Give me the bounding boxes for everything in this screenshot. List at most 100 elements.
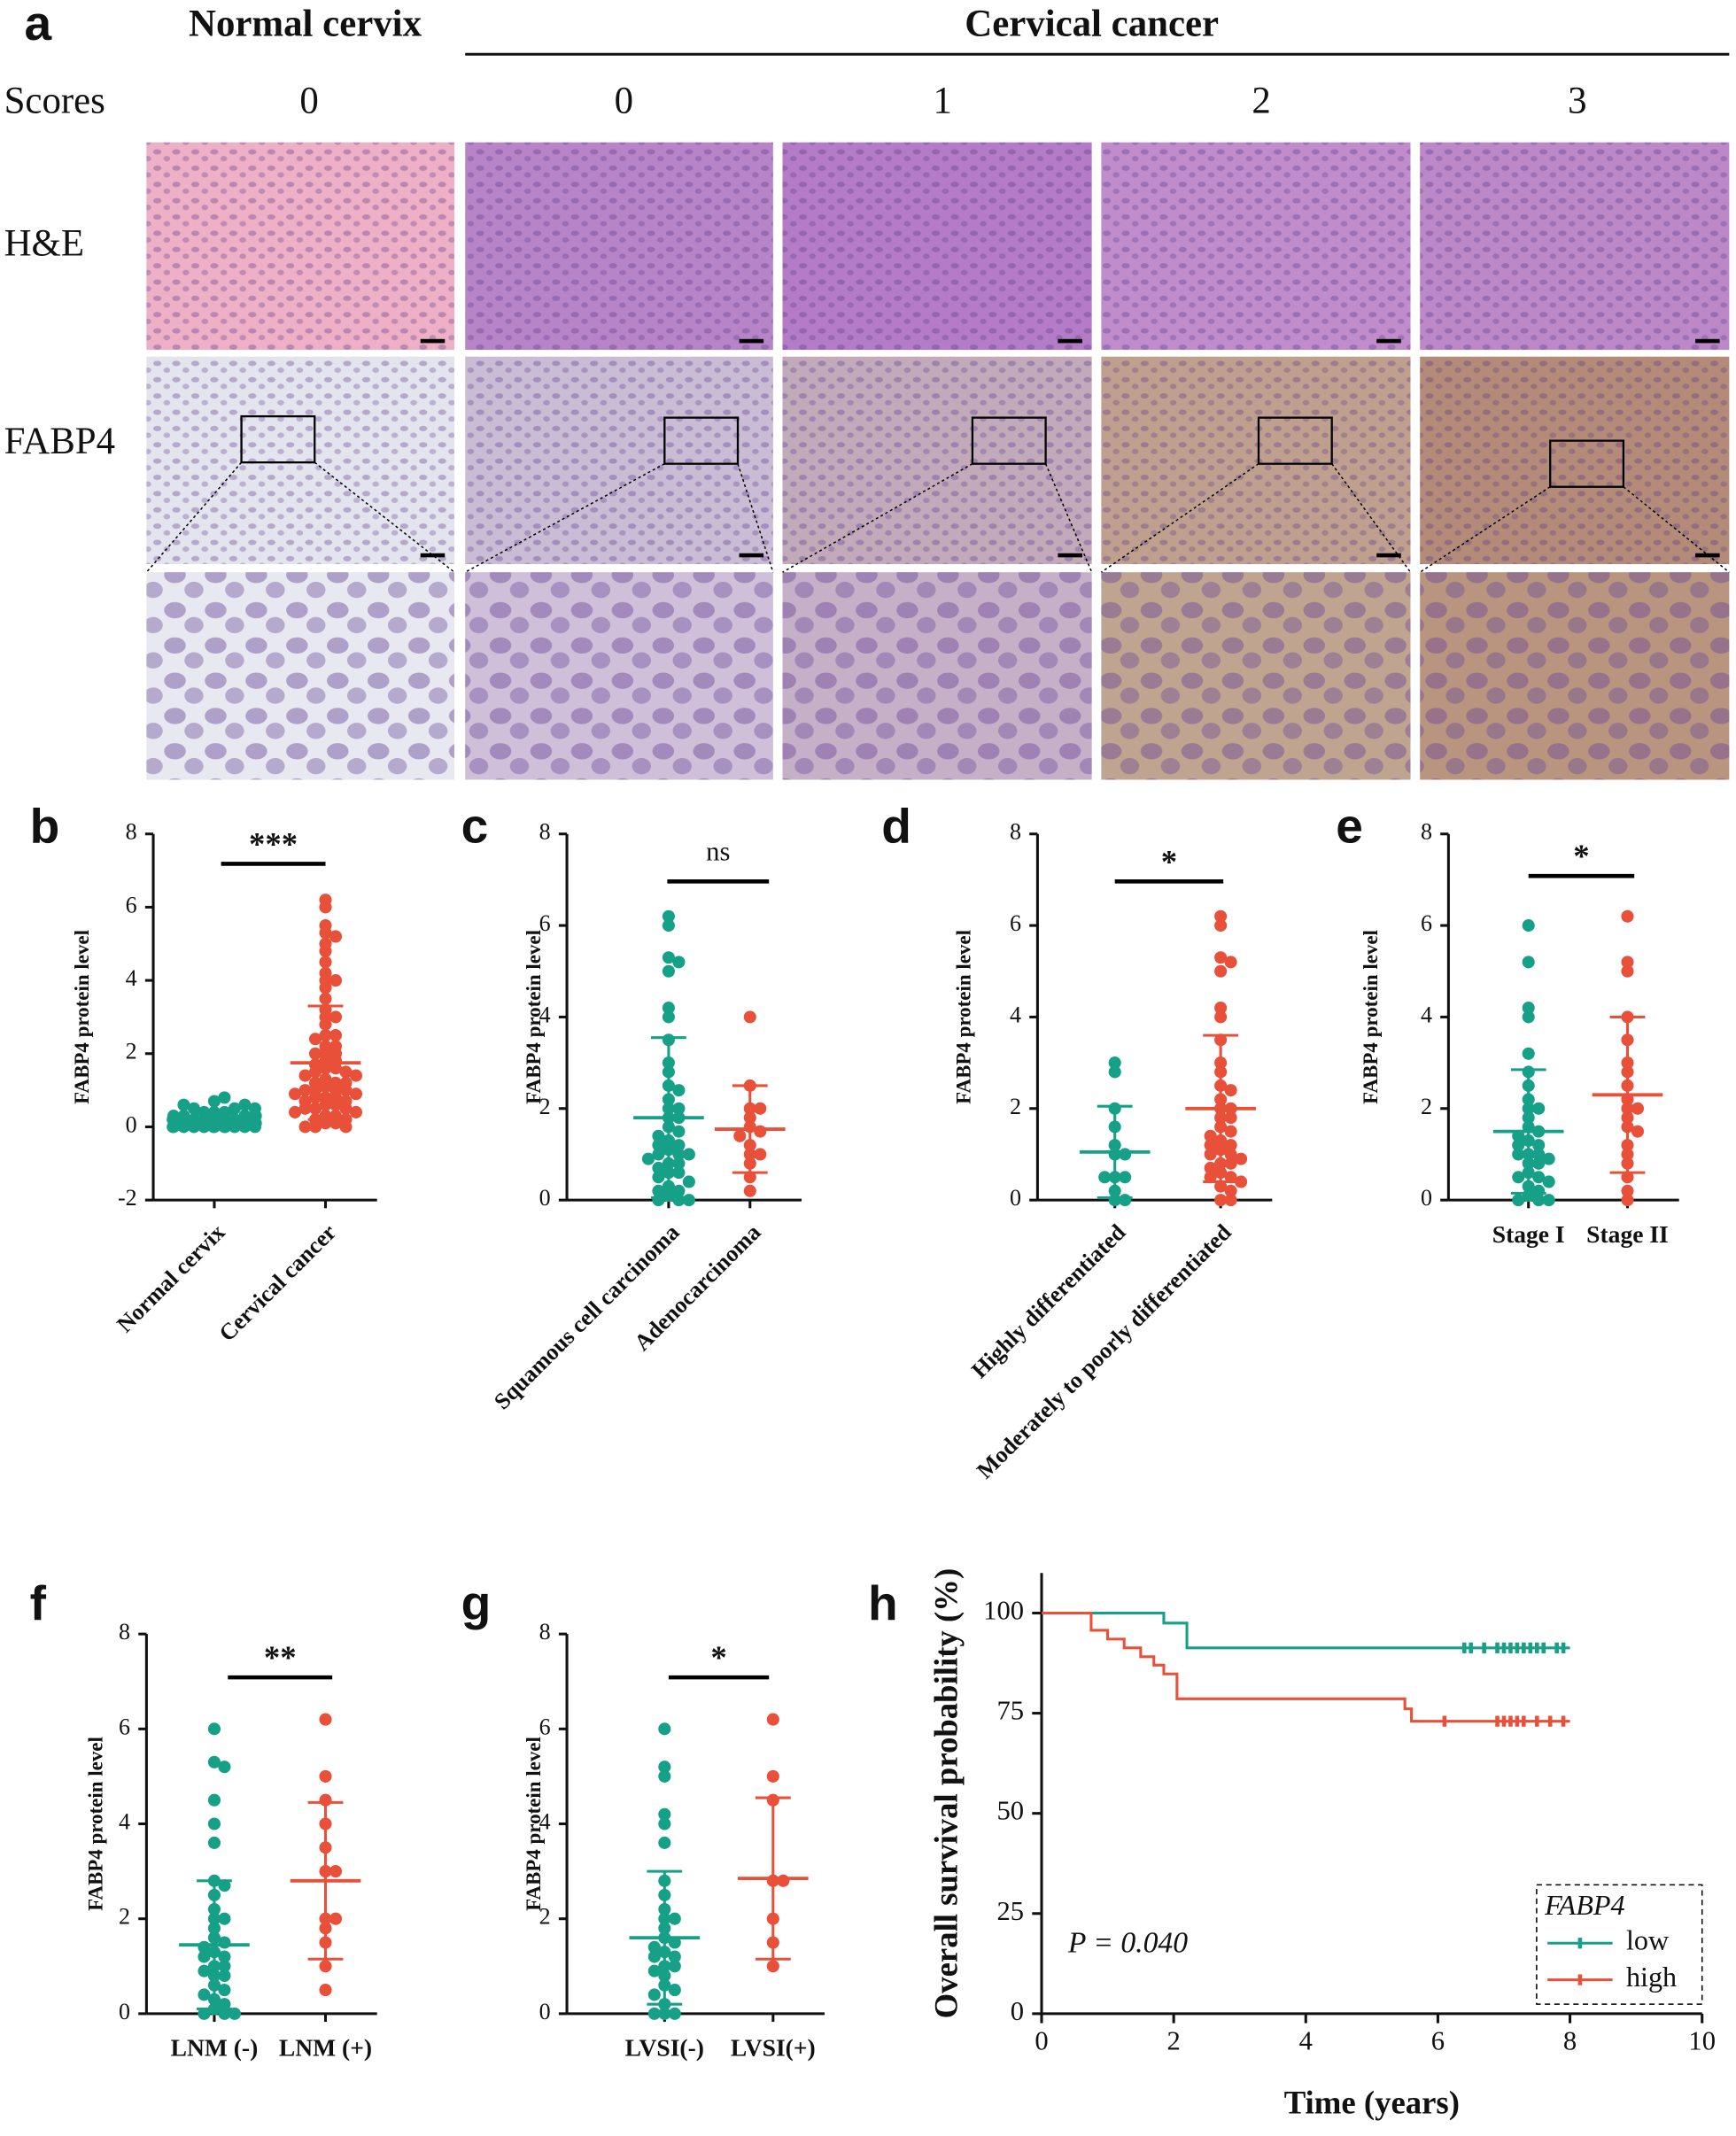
data-point — [207, 1755, 221, 1768]
data-point — [1532, 1194, 1546, 1207]
histology-texture — [782, 572, 1092, 780]
data-point — [319, 901, 332, 914]
scale-bar — [1058, 553, 1082, 558]
data-point — [319, 992, 332, 1005]
significance-label: * — [1161, 843, 1177, 879]
data-point — [658, 1722, 671, 1736]
y-axis-label: FABP4 protein level — [523, 1737, 545, 1911]
x-axis-label: Time (years) — [1284, 2084, 1460, 2120]
significance-label: ** — [264, 1639, 297, 1676]
data-point — [298, 1102, 312, 1115]
scale-bar — [1695, 338, 1720, 344]
data-point — [1522, 919, 1535, 933]
data-point — [647, 2007, 661, 2020]
significance-label: * — [1573, 838, 1589, 874]
legend-label: high — [1626, 1961, 1677, 1993]
y-tick-label: 6 — [1421, 910, 1432, 936]
data-point — [1119, 1148, 1132, 1161]
data-point — [349, 1105, 363, 1118]
data-point — [238, 1110, 252, 1123]
y-tick-label: 100 — [983, 1596, 1024, 1626]
data-point — [1621, 1184, 1634, 1197]
data-point — [1512, 1148, 1525, 1161]
data-point — [672, 1102, 686, 1115]
data-point — [1542, 1152, 1555, 1165]
data-point — [1224, 1111, 1237, 1125]
y-tick-label: 6 — [119, 1714, 130, 1739]
data-point — [329, 1912, 343, 1925]
data-point — [298, 1084, 312, 1097]
panel-letter: h — [868, 1575, 898, 1630]
data-point — [187, 1102, 201, 1115]
survival-curve — [1041, 1611, 1570, 1723]
x-tick-label: LNM (+) — [279, 2034, 372, 2062]
data-point — [167, 1113, 180, 1126]
group-header: Cervical cancer — [965, 3, 1219, 44]
zoom-line — [1331, 463, 1412, 573]
data-point — [339, 1102, 353, 1115]
y-tick-label: 8 — [119, 1619, 130, 1645]
data-point — [1119, 1194, 1132, 1207]
data-point — [652, 1184, 665, 1197]
data-point — [754, 1102, 767, 1115]
panel-letter: d — [881, 799, 911, 854]
y-tick-label: 0 — [119, 1999, 130, 2024]
panel-letter: c — [461, 799, 489, 854]
y-tick-label: 0 — [126, 1111, 137, 1137]
data-point — [662, 1002, 675, 1015]
scale-bar — [1058, 338, 1082, 344]
data-point — [1235, 1175, 1248, 1188]
zoom-line — [782, 463, 973, 573]
y-tick-label: 0 — [1011, 1996, 1024, 2026]
data-point — [218, 2007, 231, 2020]
scale-bar — [1376, 338, 1401, 344]
data-point — [1621, 1194, 1634, 1207]
data-point — [339, 1084, 353, 1097]
score: 0 — [615, 81, 633, 122]
data-point — [672, 1148, 686, 1161]
data-point — [1098, 1171, 1112, 1184]
data-point — [1621, 956, 1634, 969]
significance-label: * — [710, 1639, 726, 1676]
data-point — [1108, 1065, 1121, 1079]
y-tick-label: 6 — [126, 892, 137, 917]
data-point — [177, 1098, 190, 1111]
data-point — [658, 1761, 671, 1774]
data-point — [1224, 1139, 1237, 1152]
data-point — [1522, 1002, 1535, 1015]
data-point — [662, 909, 675, 923]
data-point — [319, 981, 332, 994]
data-point — [329, 1062, 343, 1075]
data-point — [319, 1960, 332, 1973]
data-point — [339, 1065, 353, 1079]
data-point — [319, 1769, 332, 1783]
survival-curve — [1041, 1611, 1570, 1650]
data-point — [298, 1069, 312, 1082]
score: 0 — [299, 81, 318, 122]
data-point — [1532, 1139, 1546, 1152]
data-point — [1512, 1194, 1525, 1207]
data-point — [1522, 1047, 1535, 1060]
data-point — [668, 1984, 681, 1997]
data-point — [329, 1098, 343, 1111]
data-point — [1214, 964, 1228, 978]
data-point — [289, 1087, 302, 1101]
y-tick-label: 2 — [1421, 1094, 1432, 1119]
data-point — [218, 1960, 231, 1973]
zoom-box — [240, 414, 316, 464]
y-tick-label: 2 — [539, 1904, 551, 1930]
data-point — [1224, 1194, 1237, 1207]
data-point — [647, 1964, 661, 1977]
data-point — [198, 1964, 211, 1977]
data-point — [647, 1950, 661, 1963]
data-point — [1224, 1125, 1237, 1138]
data-point — [1621, 1171, 1634, 1184]
data-point — [207, 1793, 221, 1807]
data-point — [682, 1194, 695, 1207]
scale-bar — [1376, 553, 1401, 558]
data-point — [1224, 1171, 1237, 1184]
data-point — [1204, 1148, 1217, 1161]
data-point — [218, 1879, 231, 1892]
data-point — [1214, 909, 1228, 923]
data-point — [1204, 1129, 1217, 1142]
